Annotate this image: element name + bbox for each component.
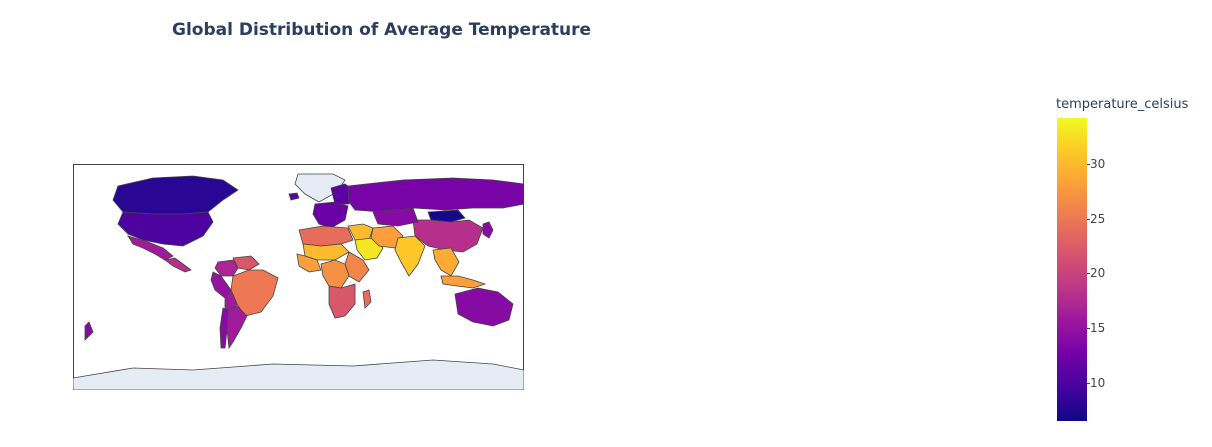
region-greenland[interactable] bbox=[294, 173, 346, 203]
region-korea-and-japan[interactable] bbox=[482, 221, 494, 239]
colorbar-tick-label: 10 bbox=[1090, 375, 1106, 390]
colorbar-tick-mark bbox=[1087, 163, 1090, 165]
region-southern-africa[interactable] bbox=[328, 283, 356, 319]
region-mongolia[interactable] bbox=[427, 209, 466, 223]
region-iran[interactable] bbox=[370, 225, 404, 249]
colorbar-tick-mark bbox=[1087, 218, 1090, 220]
region-venezuela[interactable] bbox=[232, 255, 260, 271]
colorbar-title: temperature_celsius bbox=[1056, 97, 1189, 112]
region-canada[interactable] bbox=[112, 175, 239, 215]
region-russia[interactable] bbox=[347, 177, 524, 213]
colorbar-tick-mark bbox=[1087, 382, 1090, 384]
region-argentina[interactable] bbox=[226, 305, 248, 350]
region-iceland[interactable] bbox=[288, 192, 300, 201]
colorbar-tick-label: 25 bbox=[1090, 211, 1106, 226]
region-new-zealand[interactable] bbox=[84, 321, 94, 341]
region-australia[interactable] bbox=[454, 287, 514, 327]
region-china[interactable] bbox=[412, 219, 484, 253]
region-west-africa[interactable] bbox=[296, 253, 322, 273]
region-central-america[interactable] bbox=[164, 257, 192, 273]
colorbar-tick-label: 20 bbox=[1090, 266, 1106, 281]
region-kazakhstan[interactable] bbox=[372, 207, 419, 227]
country-regions bbox=[73, 173, 524, 390]
region-middle-east[interactable] bbox=[347, 223, 374, 241]
colorbar-tick-label: 15 bbox=[1090, 321, 1106, 336]
region-north-africa[interactable] bbox=[298, 225, 354, 247]
region-india[interactable] bbox=[394, 235, 426, 277]
map-svg[interactable] bbox=[73, 164, 524, 390]
region-united-states[interactable] bbox=[117, 211, 214, 247]
region-central-africa[interactable] bbox=[320, 259, 350, 289]
chart-title: Global Distribution of Average Temperatu… bbox=[172, 20, 592, 40]
colorbar-tick-mark bbox=[1087, 273, 1090, 275]
colorbar-tick-label: 30 bbox=[1090, 156, 1106, 171]
region-indonesia[interactable] bbox=[440, 275, 487, 289]
world-map[interactable] bbox=[73, 164, 524, 390]
region-madagascar[interactable] bbox=[362, 289, 372, 309]
colorbar bbox=[1057, 118, 1087, 421]
colorbar-tick-mark bbox=[1087, 328, 1090, 330]
region-antarctica[interactable] bbox=[73, 359, 524, 390]
